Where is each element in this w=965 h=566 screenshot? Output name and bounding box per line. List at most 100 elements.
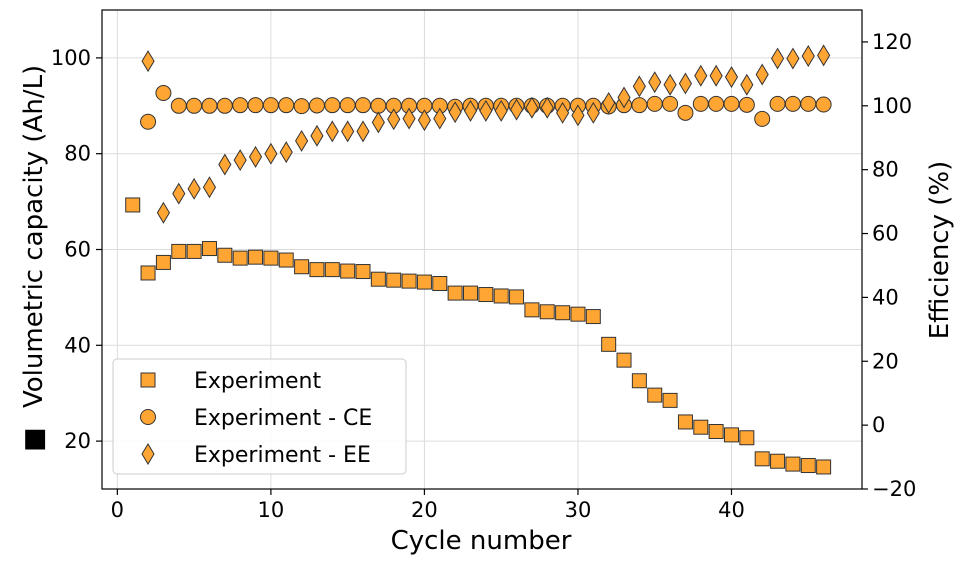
y2-tick-label: 40 bbox=[872, 285, 899, 309]
point-diamond bbox=[433, 107, 447, 130]
point-diamond bbox=[525, 96, 539, 119]
point-square bbox=[186, 243, 202, 259]
point-circle bbox=[201, 97, 218, 114]
legend: Experiment Experiment - CE Experiment - EE bbox=[112, 358, 407, 475]
y-tick-label: 80 bbox=[64, 142, 91, 166]
point-diamond bbox=[279, 141, 293, 164]
y2-tick-label: 0 bbox=[872, 413, 885, 437]
y-axis-title-prefix: ■ bbox=[19, 427, 49, 452]
series-diamond bbox=[141, 44, 831, 224]
point-diamond bbox=[663, 73, 677, 96]
point-diamond bbox=[448, 101, 462, 124]
point-square bbox=[570, 306, 586, 322]
legend-marker-circle bbox=[140, 409, 156, 425]
point-diamond bbox=[295, 129, 309, 152]
point-square bbox=[693, 419, 709, 435]
point-circle bbox=[769, 95, 786, 112]
point-square bbox=[785, 456, 801, 472]
point-square bbox=[140, 265, 156, 281]
point-circle bbox=[170, 97, 187, 114]
legend-label: Experiment bbox=[194, 369, 321, 394]
point-diamond bbox=[187, 177, 201, 200]
point-square bbox=[171, 243, 187, 259]
point-diamond bbox=[341, 120, 355, 143]
point-diamond bbox=[724, 66, 739, 89]
y-axis-title-text: Volumetric capacity (Ah/L) bbox=[19, 65, 49, 408]
data-markers bbox=[125, 44, 832, 475]
x-tick-label: 0 bbox=[111, 498, 124, 522]
point-square bbox=[631, 373, 647, 389]
x-tick-label: 40 bbox=[718, 498, 745, 522]
point-diamond bbox=[494, 99, 508, 122]
point-square bbox=[662, 392, 678, 408]
point-square bbox=[294, 259, 310, 275]
point-square bbox=[462, 285, 478, 301]
x-tick-label: 20 bbox=[411, 498, 438, 522]
point-diamond bbox=[202, 176, 217, 199]
point-square bbox=[370, 271, 386, 287]
point-square bbox=[539, 304, 555, 320]
ticks: 0 10 20 30 40 20 40 60 80 100 −20 0 20 40 60 80 100 120 bbox=[51, 30, 916, 522]
legend-box bbox=[112, 358, 407, 475]
point-circle bbox=[324, 97, 341, 114]
point-diamond bbox=[172, 182, 186, 205]
point-diamond bbox=[602, 91, 616, 114]
point-diamond bbox=[786, 47, 800, 70]
legend-label: Experiment - EE bbox=[194, 443, 371, 468]
point-circle bbox=[216, 97, 233, 114]
point-circle bbox=[708, 95, 725, 112]
point-diamond bbox=[156, 201, 170, 224]
point-square bbox=[432, 276, 448, 292]
point-diamond bbox=[617, 86, 631, 109]
point-diamond bbox=[740, 73, 754, 96]
point-square bbox=[309, 262, 325, 278]
point-diamond bbox=[694, 64, 708, 87]
point-square bbox=[478, 287, 494, 303]
point-square bbox=[524, 302, 540, 318]
point-diamond bbox=[463, 99, 478, 122]
point-circle bbox=[339, 97, 356, 114]
x-tick-label: 10 bbox=[258, 498, 285, 522]
point-circle bbox=[278, 97, 295, 114]
point-square bbox=[677, 414, 693, 430]
point-diamond bbox=[632, 75, 646, 98]
point-square bbox=[770, 453, 786, 469]
point-square bbox=[800, 458, 816, 474]
point-square bbox=[263, 250, 279, 266]
y-axis-title: ■ Volumetric capacity (Ah/L) bbox=[19, 65, 49, 452]
y-tick-label: 100 bbox=[51, 46, 91, 70]
y2-tick-label: 100 bbox=[872, 94, 912, 118]
point-diamond bbox=[402, 107, 416, 130]
point-diamond bbox=[755, 63, 769, 86]
point-circle bbox=[662, 95, 679, 112]
y-tick-label: 40 bbox=[64, 333, 91, 357]
point-square bbox=[278, 252, 294, 268]
point-square bbox=[754, 451, 770, 467]
legend-marker-diamond bbox=[141, 443, 155, 465]
point-circle bbox=[155, 85, 172, 102]
point-circle bbox=[754, 110, 771, 127]
legend-marker-square bbox=[140, 372, 156, 388]
point-diamond bbox=[709, 64, 723, 87]
point-square bbox=[248, 249, 264, 265]
point-circle bbox=[186, 97, 203, 114]
y-tick-label: 60 bbox=[64, 238, 91, 262]
point-circle bbox=[232, 97, 249, 114]
point-diamond bbox=[141, 50, 155, 73]
point-diamond bbox=[479, 99, 493, 122]
point-diamond bbox=[801, 45, 815, 67]
y-tick-label: 20 bbox=[64, 429, 91, 453]
point-square bbox=[447, 285, 463, 301]
point-square bbox=[232, 250, 248, 266]
point-circle bbox=[355, 97, 372, 114]
point-diamond bbox=[586, 101, 600, 124]
point-circle bbox=[247, 97, 264, 114]
series-square bbox=[125, 197, 832, 475]
point-square bbox=[355, 264, 371, 280]
point-square bbox=[340, 263, 356, 279]
y2-tick-label: 80 bbox=[872, 158, 899, 182]
point-circle bbox=[800, 95, 817, 112]
point-diamond bbox=[540, 96, 554, 119]
point-square bbox=[739, 430, 755, 446]
point-diamond bbox=[387, 108, 401, 131]
